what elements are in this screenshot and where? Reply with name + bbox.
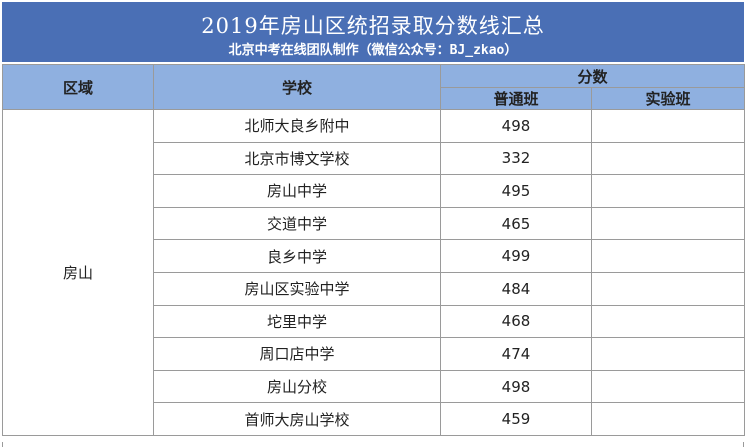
regular-score-cell: 474 [440,337,592,371]
table-row: 交道中学 465 [3,206,746,241]
title-band: 2019年房山区统招录取分数线汇总 北京中考在线团队制作（微信公众号：BJ_zk… [2,2,744,62]
regular-score-cell: 468 [440,304,592,339]
regular-score-cell: 495 [440,174,592,208]
sheet-subtitle: 北京中考在线团队制作（微信公众号：BJ_zkao） [228,43,518,58]
experimental-score-cell [590,369,746,404]
regular-score-cell: 332 [440,141,592,176]
header-experimental: 实验班 [590,87,746,110]
school-cell: 北师大良乡附中 [153,109,441,143]
table-row: 周口店中学 474 [3,337,746,371]
school-cell: 房山分校 [153,369,441,404]
experimental-score-cell [590,239,746,273]
score-table: 区域 学校 分数 普通班 实验班 房山 北师大良乡附中 498 北京市博文学校 332 房… [2,64,746,436]
table-row: 房山中学 495 [3,174,746,208]
regular-score-cell: 499 [440,239,592,273]
table-row: 首师大房山学校 459 [3,402,746,436]
regular-score-cell: 498 [440,109,592,143]
regular-score-cell: 459 [440,402,592,436]
school-cell: 良乡中学 [153,239,441,273]
header-scores: 分数 [439,64,746,88]
school-cell: 房山区实验中学 [153,271,441,306]
table-row: 房山区实验中学 484 [3,271,746,306]
table-row: 良乡中学 499 [3,239,746,273]
table-body: 房山 北师大良乡附中 498 北京市博文学校 332 房山中学 495 交道中学 465 良乡中学… [2,109,746,436]
school-cell: 坨里中学 [153,304,441,339]
table-row: 房山分校 498 [3,369,746,404]
experimental-score-cell [590,271,746,306]
experimental-score-cell [590,402,746,436]
next-row-edge [2,442,744,447]
table-row: 北京市博文学校 332 [3,141,746,176]
header-regular: 普通班 [440,87,592,110]
experimental-score-cell [590,174,746,208]
experimental-score-cell [590,109,746,143]
experimental-score-cell [590,141,746,176]
district-cell: 房山 [2,109,154,436]
experimental-score-cell [590,337,746,371]
experimental-score-cell [590,206,746,241]
header-district: 区域 [2,64,154,110]
regular-score-cell: 498 [440,369,592,404]
school-cell: 房山中学 [153,174,441,208]
header-school: 学校 [153,64,441,110]
sheet-title: 2019年房山区统招录取分数线汇总 [201,14,545,38]
regular-score-cell: 484 [440,271,592,306]
table-row: 房山 北师大良乡附中 498 [2,109,746,436]
experimental-score-cell [590,304,746,339]
school-cell: 首师大房山学校 [153,402,441,436]
regular-score-cell: 465 [440,206,592,241]
school-cell: 交道中学 [153,206,441,241]
school-cell: 北京市博文学校 [153,141,441,176]
school-cell: 周口店中学 [153,337,441,371]
table-row: 坨里中学 468 [3,304,746,339]
